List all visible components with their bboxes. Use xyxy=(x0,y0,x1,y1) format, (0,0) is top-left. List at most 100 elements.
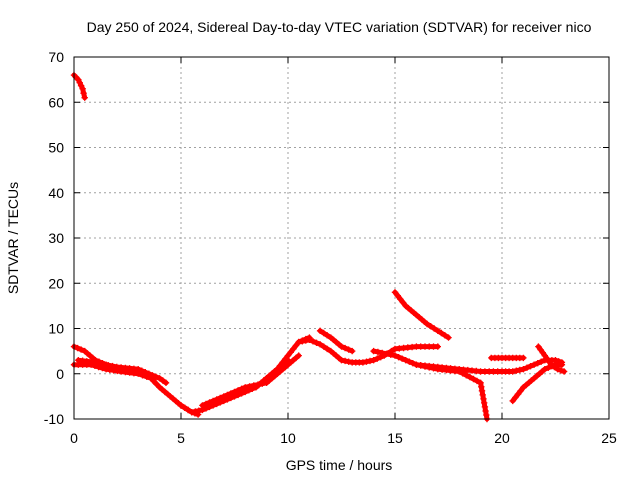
data-point-marker xyxy=(242,384,249,391)
series-track-14 xyxy=(509,361,566,405)
data-point-marker xyxy=(77,346,85,353)
data-point-marker xyxy=(320,329,327,337)
data-point-marker xyxy=(345,358,352,365)
data-point-marker xyxy=(338,357,345,364)
data-point-marker xyxy=(391,289,399,296)
data-point-marker xyxy=(470,375,477,383)
y-tick-label: 70 xyxy=(48,49,64,65)
data-point-marker xyxy=(150,378,158,385)
data-point-marker xyxy=(483,411,490,419)
data-point-marker xyxy=(92,359,99,366)
data-point-marker xyxy=(341,357,349,365)
y-tick-label: 30 xyxy=(48,230,64,246)
data-point-marker xyxy=(520,354,527,362)
data-point-marker xyxy=(324,345,331,353)
data-point-marker xyxy=(231,388,238,396)
y-tick-label: -10 xyxy=(44,411,64,427)
data-point-marker xyxy=(145,370,153,377)
plot-frame xyxy=(73,56,610,420)
data-point-marker xyxy=(391,352,399,359)
data-point-marker xyxy=(466,373,474,381)
data-point-marker xyxy=(482,407,489,415)
data-point-marker xyxy=(246,383,253,390)
data-point-marker xyxy=(399,299,407,306)
data-point-marker xyxy=(379,349,386,357)
data-point-marker xyxy=(434,343,441,350)
data-point-marker xyxy=(513,367,520,374)
data-point-marker xyxy=(287,349,294,356)
data-point-marker xyxy=(199,402,206,409)
series-track-7 xyxy=(252,357,292,391)
data-point-marker xyxy=(478,387,486,394)
data-point-marker xyxy=(530,361,538,368)
data-point-marker xyxy=(188,409,195,416)
data-point-marker xyxy=(538,358,545,365)
data-point-marker xyxy=(76,79,83,86)
data-point-marker xyxy=(402,357,409,364)
data-point-marker xyxy=(152,373,160,380)
data-point-marker xyxy=(557,367,565,374)
series-track-9 xyxy=(316,327,356,355)
series-track-4 xyxy=(75,357,170,386)
axis-ticks: 0 5 10 15 20 25 -10 0 10 20 30 40 50 60 70 xyxy=(44,49,617,446)
data-point-marker xyxy=(423,320,431,328)
data-point-marker xyxy=(374,355,381,362)
data-point-marker xyxy=(545,364,552,371)
data-point-marker xyxy=(177,402,185,409)
data-point-marker xyxy=(481,399,488,407)
series-track-8 xyxy=(295,336,441,366)
data-point-marker xyxy=(74,344,81,352)
data-point-marker xyxy=(206,399,213,406)
series-track-5 xyxy=(177,334,313,416)
chart-title: Day 250 of 2024, Sidereal Day-to-day VTE… xyxy=(87,19,592,35)
data-point-marker xyxy=(213,396,220,403)
data-point-marker xyxy=(345,346,352,353)
series-band xyxy=(178,335,312,415)
grid xyxy=(74,57,609,419)
data-point-marker xyxy=(560,368,568,375)
data-point-marker xyxy=(316,341,324,348)
data-point-marker xyxy=(359,359,367,366)
data-point-marker xyxy=(299,338,306,345)
data-point-marker xyxy=(81,94,88,101)
data-point-marker xyxy=(341,344,349,352)
data-point-marker xyxy=(512,394,519,401)
data-point-marker xyxy=(523,364,531,371)
data-point-marker xyxy=(349,347,356,355)
series-track-15 xyxy=(535,343,568,375)
data-point-marker xyxy=(480,395,487,403)
series-band xyxy=(371,348,490,422)
data-point-marker xyxy=(514,390,522,398)
data-point-marker xyxy=(320,343,327,350)
data-point-marker xyxy=(374,348,382,356)
y-tick-label: 10 xyxy=(48,321,64,337)
data-point-marker xyxy=(284,357,292,364)
data-point-marker xyxy=(534,360,541,367)
data-point-marker xyxy=(398,355,406,362)
data-point-marker xyxy=(195,407,202,414)
data-point-marker xyxy=(477,379,484,386)
data-point-marker xyxy=(370,357,377,364)
data-point-marker xyxy=(109,362,116,370)
data-point-marker xyxy=(238,385,245,392)
data-point-marker xyxy=(445,334,452,341)
data-point-marker xyxy=(153,381,160,388)
data-point-marker xyxy=(149,372,156,379)
data-point-marker xyxy=(406,358,413,365)
data-point-marker xyxy=(295,352,302,359)
data-point-marker xyxy=(202,400,210,408)
y-tick-label: 50 xyxy=(48,140,64,156)
data-point-marker xyxy=(478,383,485,390)
y-tick-label: 20 xyxy=(48,275,64,291)
data-point-marker xyxy=(438,329,445,337)
data-point-marker xyxy=(96,360,103,367)
data-point-marker xyxy=(80,90,87,97)
data-series xyxy=(70,71,568,423)
data-point-marker xyxy=(306,336,313,343)
series-track-11 xyxy=(370,347,491,423)
data-point-marker xyxy=(441,332,449,339)
data-point-marker xyxy=(517,387,524,394)
data-point-marker xyxy=(394,292,401,299)
